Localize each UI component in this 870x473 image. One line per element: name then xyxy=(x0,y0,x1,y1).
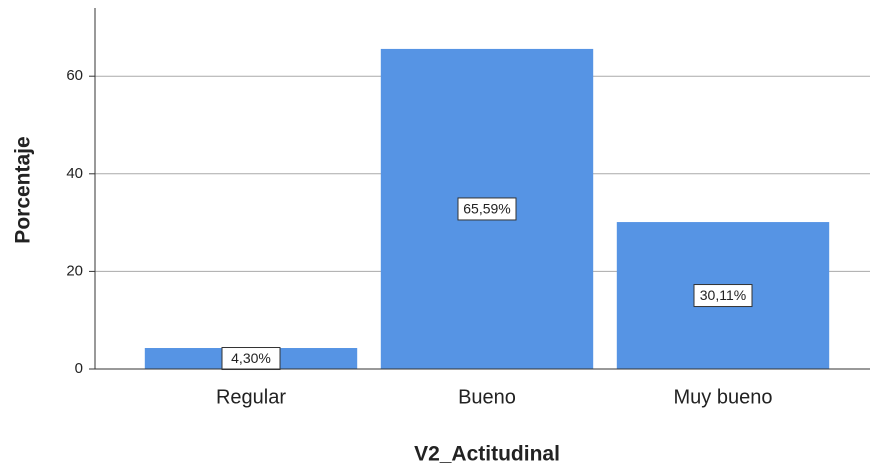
x-axis-title: V2_Actitudinal xyxy=(414,443,560,466)
y-axis-title: Porcentaje xyxy=(12,136,35,243)
value-label: 4,30% xyxy=(231,350,271,366)
value-label: 30,11% xyxy=(700,287,746,303)
value-label-box xyxy=(693,284,753,308)
y-tick-label: 60 xyxy=(66,67,83,84)
y-tick-label: 40 xyxy=(66,165,83,182)
x-tick-label: Regular xyxy=(216,386,286,408)
x-tick-label: Muy bueno xyxy=(674,386,773,408)
y-tick-label: 0 xyxy=(75,360,83,377)
y-tick-label: 20 xyxy=(66,262,83,279)
value-label-box xyxy=(221,347,281,371)
value-label-box xyxy=(457,197,517,221)
value-label: 65,59% xyxy=(463,201,510,217)
x-tick-label: Bueno xyxy=(458,386,516,408)
